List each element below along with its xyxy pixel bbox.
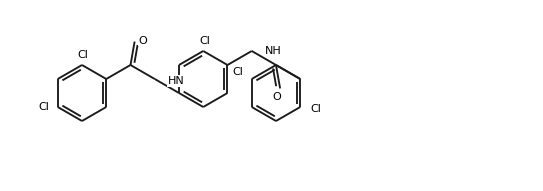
Text: HN: HN xyxy=(168,76,185,86)
Text: Cl: Cl xyxy=(78,50,89,60)
Text: O: O xyxy=(273,92,281,102)
Text: Cl: Cl xyxy=(311,104,321,114)
Text: Cl: Cl xyxy=(232,67,243,77)
Text: Cl: Cl xyxy=(39,102,49,112)
Text: NH: NH xyxy=(265,46,281,56)
Text: Cl: Cl xyxy=(200,36,211,46)
Text: O: O xyxy=(138,36,147,46)
